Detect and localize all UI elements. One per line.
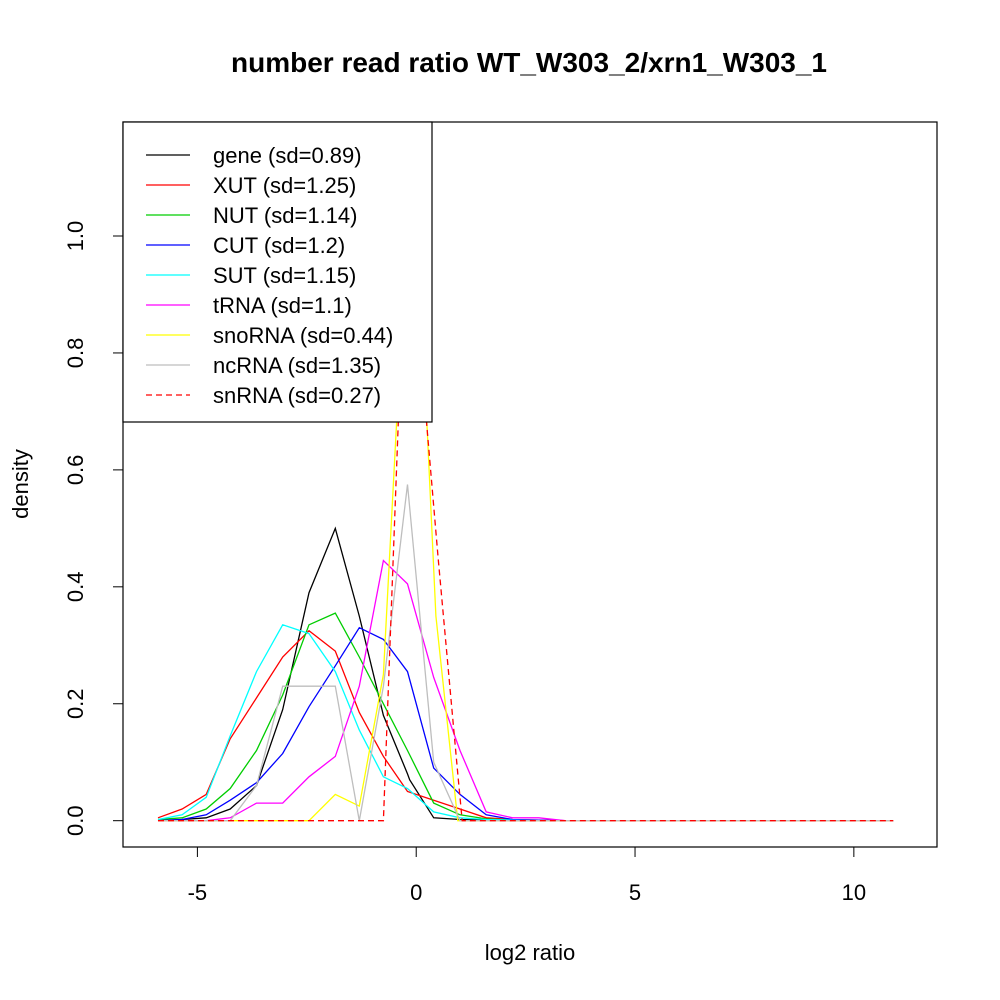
legend-label: snRNA (sd=0.27) (213, 383, 381, 408)
y-tick-label: 0.6 (63, 455, 88, 486)
legend-label: gene (sd=0.89) (213, 143, 362, 168)
legend-label: CUT (sd=1.2) (213, 233, 345, 258)
legend-label: NUT (sd=1.14) (213, 203, 357, 228)
x-tick-label: 5 (629, 880, 641, 905)
series-layer (157, 351, 894, 822)
y-tick-label: 0.2 (63, 688, 88, 719)
y-tick-label: 0.8 (63, 338, 88, 369)
series-line-0 (157, 526, 894, 822)
legend-label: tRNA (sd=1.1) (213, 293, 352, 318)
x-tick-label: 0 (410, 880, 422, 905)
y-tick-label: 0.4 (63, 572, 88, 603)
x-axis-label: log2 ratio (485, 940, 576, 965)
series-line-7 (158, 484, 894, 822)
legend-box (122, 121, 433, 423)
y-tick-label: 1.0 (63, 221, 88, 252)
legend-label: snoRNA (sd=0.44) (213, 323, 393, 348)
y-tick-label: 0.0 (63, 805, 88, 836)
x-tick-label: -5 (188, 880, 208, 905)
series-line-4 (157, 624, 894, 822)
x-axis: -5 0 5 10 (188, 846, 866, 905)
y-axis-label: density (8, 449, 33, 519)
series-line-2 (157, 612, 894, 822)
x-tick-label: 10 (842, 880, 866, 905)
y-axis: 0.0 0.2 0.4 0.6 0.8 1.0 (63, 221, 124, 836)
chart-title: number read ratio WT_W303_2/xrn1_W303_1 (231, 47, 827, 78)
legend-label: XUT (sd=1.25) (213, 173, 356, 198)
legend-label: SUT (sd=1.15) (213, 263, 356, 288)
series-line-5 (158, 559, 894, 822)
legend: gene (sd=0.89) XUT (sd=1.25) NUT (sd=1.14)… (122, 121, 433, 423)
legend-label: ncRNA (sd=1.35) (213, 353, 381, 378)
